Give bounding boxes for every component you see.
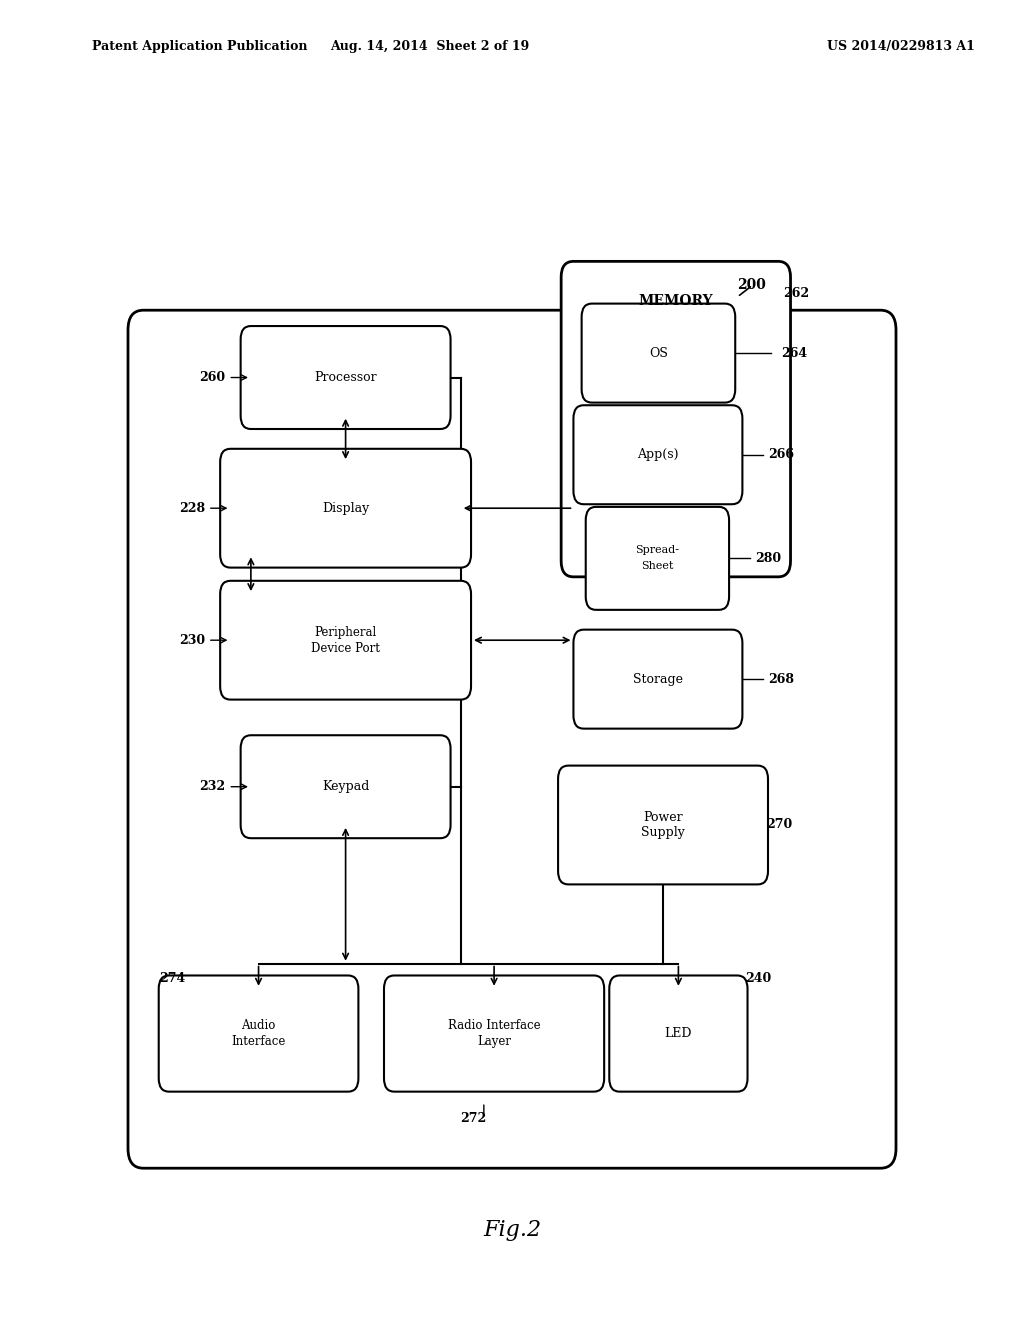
Text: Spread-: Spread- [636, 545, 679, 556]
Text: Keypad: Keypad [322, 780, 370, 793]
Text: Fig.2: Fig.2 [483, 1220, 541, 1241]
FancyBboxPatch shape [558, 766, 768, 884]
Text: App(s): App(s) [637, 449, 679, 461]
Text: 268: 268 [768, 673, 794, 685]
Text: Device Port: Device Port [311, 642, 380, 655]
Text: Audio: Audio [242, 1019, 275, 1032]
Text: 270: 270 [766, 818, 793, 832]
Text: Patent Application Publication: Patent Application Publication [92, 40, 307, 53]
Text: 232: 232 [199, 780, 225, 793]
Text: 274: 274 [159, 972, 185, 985]
FancyBboxPatch shape [220, 449, 471, 568]
Text: 200: 200 [737, 279, 766, 292]
Text: Display: Display [322, 502, 370, 515]
FancyBboxPatch shape [573, 630, 742, 729]
FancyBboxPatch shape [128, 310, 896, 1168]
FancyBboxPatch shape [384, 975, 604, 1092]
Text: 260: 260 [199, 371, 225, 384]
FancyBboxPatch shape [586, 507, 729, 610]
Text: Processor: Processor [314, 371, 377, 384]
Text: Interface: Interface [231, 1035, 286, 1048]
Text: US 2014/0229813 A1: US 2014/0229813 A1 [827, 40, 975, 53]
Text: Power: Power [643, 810, 683, 824]
Text: 266: 266 [768, 449, 794, 461]
FancyBboxPatch shape [220, 581, 471, 700]
Text: Aug. 14, 2014  Sheet 2 of 19: Aug. 14, 2014 Sheet 2 of 19 [331, 40, 529, 53]
Text: Supply: Supply [641, 826, 685, 840]
Text: Sheet: Sheet [641, 561, 674, 572]
FancyBboxPatch shape [159, 975, 358, 1092]
Text: MEMORY: MEMORY [639, 294, 713, 308]
Text: LED: LED [665, 1027, 692, 1040]
Text: 280: 280 [755, 552, 781, 565]
FancyBboxPatch shape [573, 405, 742, 504]
Text: 264: 264 [781, 347, 808, 359]
Text: Radio Interface: Radio Interface [447, 1019, 541, 1032]
FancyBboxPatch shape [241, 735, 451, 838]
Text: 230: 230 [178, 634, 205, 647]
Text: OS: OS [649, 347, 668, 359]
FancyBboxPatch shape [561, 261, 791, 577]
FancyBboxPatch shape [241, 326, 451, 429]
Text: 240: 240 [745, 972, 772, 985]
Text: 262: 262 [783, 286, 810, 300]
Text: Layer: Layer [477, 1035, 511, 1048]
Text: 228: 228 [178, 502, 205, 515]
Text: Storage: Storage [633, 673, 683, 685]
FancyBboxPatch shape [582, 304, 735, 403]
Text: 272: 272 [461, 1111, 486, 1125]
FancyBboxPatch shape [609, 975, 748, 1092]
Text: Peripheral: Peripheral [314, 626, 377, 639]
